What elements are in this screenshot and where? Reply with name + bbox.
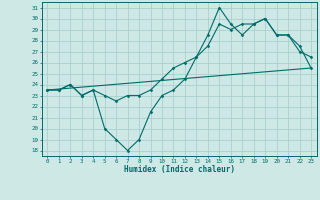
X-axis label: Humidex (Indice chaleur): Humidex (Indice chaleur) — [124, 165, 235, 174]
